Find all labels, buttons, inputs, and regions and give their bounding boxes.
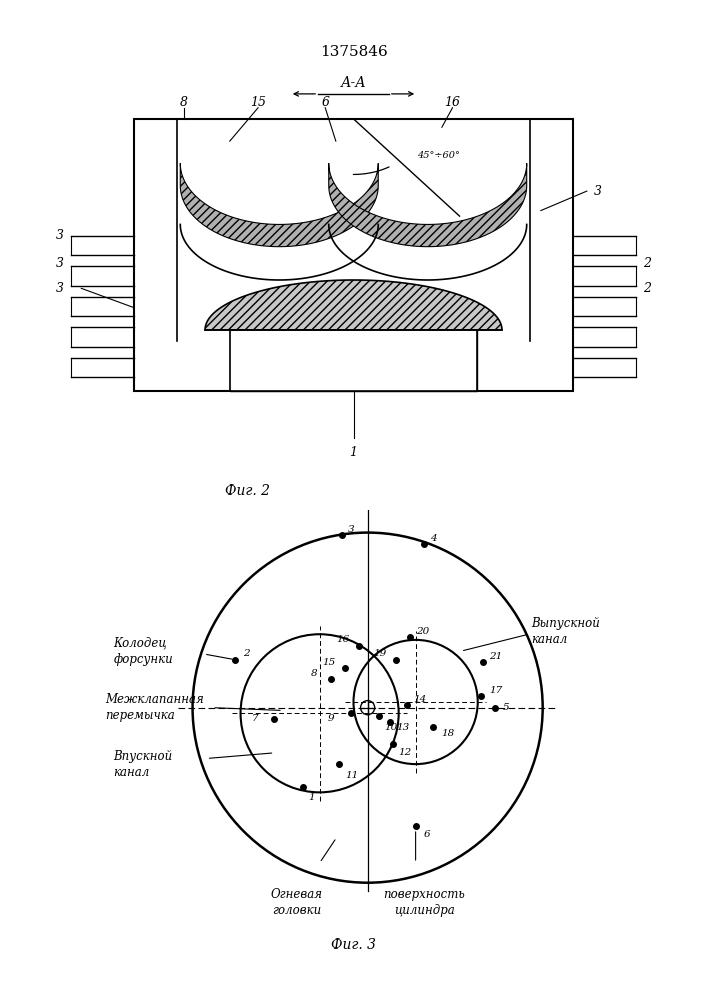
Text: 11: 11 xyxy=(345,771,358,780)
Text: 14: 14 xyxy=(413,695,426,704)
Text: 21: 21 xyxy=(489,652,502,661)
Bar xyxy=(134,119,573,391)
Text: Межклапанная
перемычка: Межклапанная перемычка xyxy=(105,693,204,722)
Text: 8: 8 xyxy=(311,669,317,678)
Text: Огневая
головки: Огневая головки xyxy=(271,888,323,917)
Text: 4: 4 xyxy=(430,534,436,543)
Text: 16: 16 xyxy=(337,635,350,644)
Text: Фиг. 3: Фиг. 3 xyxy=(331,938,376,952)
Text: 6: 6 xyxy=(424,830,431,839)
Text: 3: 3 xyxy=(56,282,64,295)
Text: 20: 20 xyxy=(416,627,429,636)
Polygon shape xyxy=(329,163,527,247)
Text: 3: 3 xyxy=(56,229,64,242)
Text: 6: 6 xyxy=(321,96,329,109)
Text: 7: 7 xyxy=(252,714,259,723)
Text: 15: 15 xyxy=(250,96,266,109)
Text: 3: 3 xyxy=(56,257,64,270)
Text: 12: 12 xyxy=(399,748,412,757)
Text: 18: 18 xyxy=(441,729,455,738)
Text: поверхность
цилиндра: поверхность цилиндра xyxy=(383,888,465,917)
Text: 17: 17 xyxy=(489,686,502,695)
Text: 15: 15 xyxy=(322,658,336,667)
Text: 10: 10 xyxy=(385,723,398,732)
Polygon shape xyxy=(205,280,502,330)
Polygon shape xyxy=(180,163,378,247)
Text: 1: 1 xyxy=(308,794,315,802)
Text: Выпускной
канал: Выпускной канал xyxy=(532,617,600,646)
Text: 3: 3 xyxy=(594,185,602,198)
Text: А-А: А-А xyxy=(341,76,366,90)
Text: 19: 19 xyxy=(373,650,387,659)
Bar xyxy=(230,330,477,391)
Text: 13: 13 xyxy=(396,723,409,732)
Text: Колодец
форсунки: Колодец форсунки xyxy=(114,637,173,666)
Text: 2: 2 xyxy=(243,650,250,659)
Text: 45°÷60°: 45°÷60° xyxy=(417,150,460,159)
Bar xyxy=(230,330,477,391)
Text: 2: 2 xyxy=(643,257,651,270)
Text: 2: 2 xyxy=(643,282,651,295)
Text: 1: 1 xyxy=(349,446,358,459)
Text: 8: 8 xyxy=(180,96,188,109)
Text: 5: 5 xyxy=(503,703,510,712)
Text: 1375846: 1375846 xyxy=(320,45,387,59)
Text: Фиг. 2: Фиг. 2 xyxy=(225,484,270,498)
Text: Впускной
канал: Впускной канал xyxy=(114,750,173,779)
Text: 16: 16 xyxy=(445,96,460,109)
Text: 9: 9 xyxy=(328,714,334,723)
Text: 3: 3 xyxy=(348,525,354,534)
